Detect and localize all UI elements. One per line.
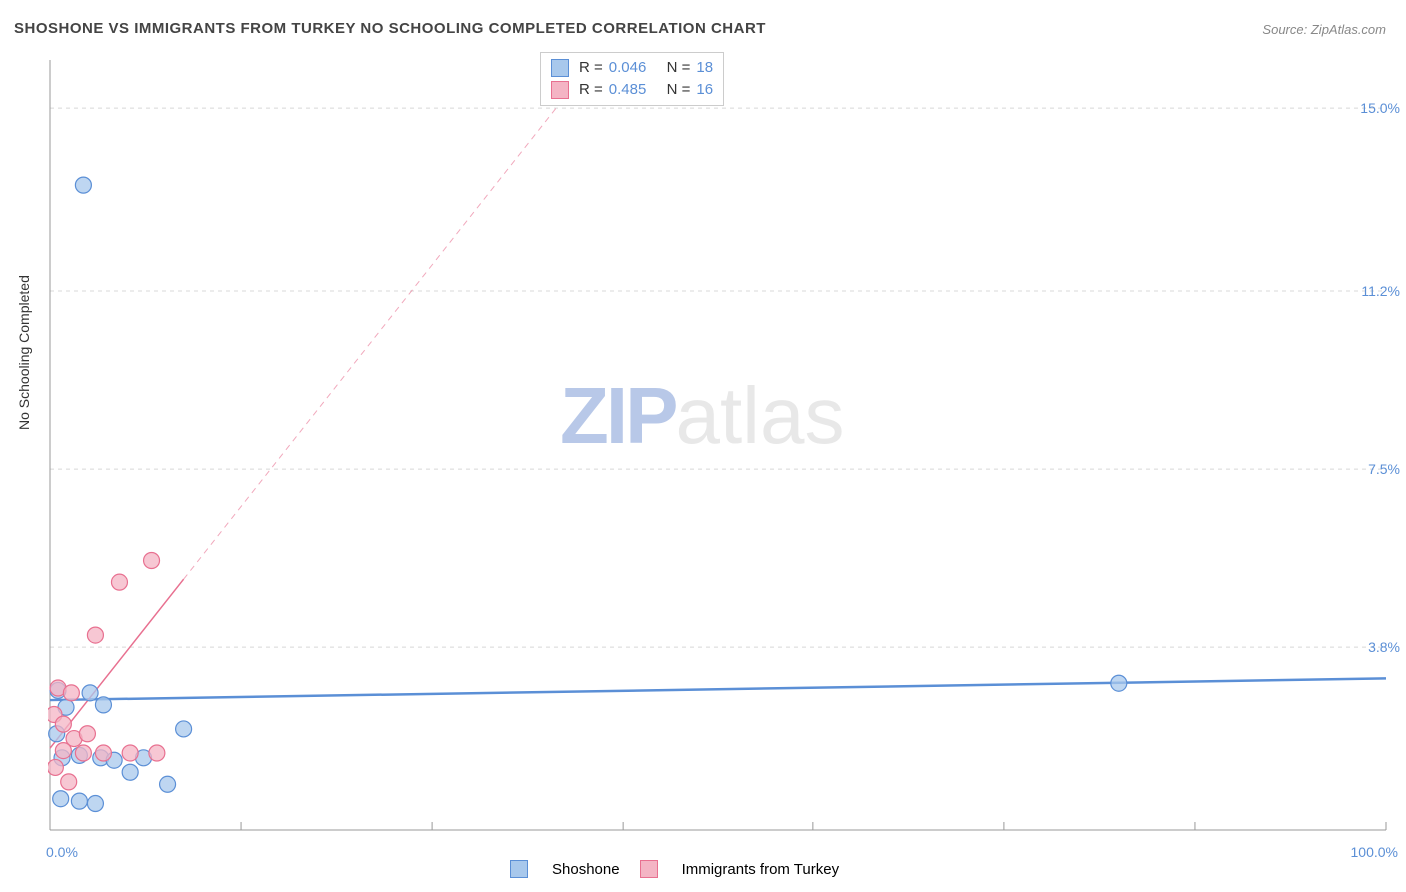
legend-swatch-series1 [551, 59, 569, 77]
source-label: Source: [1262, 22, 1307, 37]
legend-label-shoshone: Shoshone [552, 861, 620, 878]
x-tick-label-max: 100.0% [1351, 844, 1398, 860]
n-label: N = [667, 79, 691, 101]
source-attribution: Source: ZipAtlas.com [1262, 22, 1386, 37]
legend-swatch-series2 [551, 81, 569, 99]
y-tick-label: 7.5% [1368, 461, 1400, 477]
plot-area [48, 50, 1388, 840]
r-value-series1: 0.046 [609, 57, 647, 79]
n-value-series2: 16 [696, 79, 713, 101]
r-label: R = [579, 57, 603, 79]
legend-series: Shoshone Immigrants from Turkey [510, 860, 839, 878]
legend-stats-row: R = 0.485 N = 16 [551, 79, 713, 101]
legend-stats: R = 0.046 N = 18 R = 0.485 N = 16 [540, 52, 724, 106]
n-label: N = [667, 57, 691, 79]
correlation-chart: SHOSHONE VS IMMIGRANTS FROM TURKEY NO SC… [0, 0, 1406, 892]
y-tick-label: 11.2% [1361, 283, 1400, 299]
r-value-series2: 0.485 [609, 79, 647, 101]
n-value-series1: 18 [696, 57, 713, 79]
legend-stats-row: R = 0.046 N = 18 [551, 57, 713, 79]
chart-title: SHOSHONE VS IMMIGRANTS FROM TURKEY NO SC… [14, 20, 766, 37]
legend-swatch-shoshone [510, 860, 528, 878]
legend-label-turkey: Immigrants from Turkey [682, 861, 840, 878]
y-tick-label: 15.0% [1360, 100, 1400, 116]
r-label: R = [579, 79, 603, 101]
legend-swatch-turkey [640, 860, 658, 878]
source-value: ZipAtlas.com [1311, 22, 1386, 37]
x-tick-label-min: 0.0% [46, 844, 78, 860]
y-axis-label: No Schooling Completed [16, 275, 32, 430]
y-tick-label: 3.8% [1368, 639, 1400, 655]
